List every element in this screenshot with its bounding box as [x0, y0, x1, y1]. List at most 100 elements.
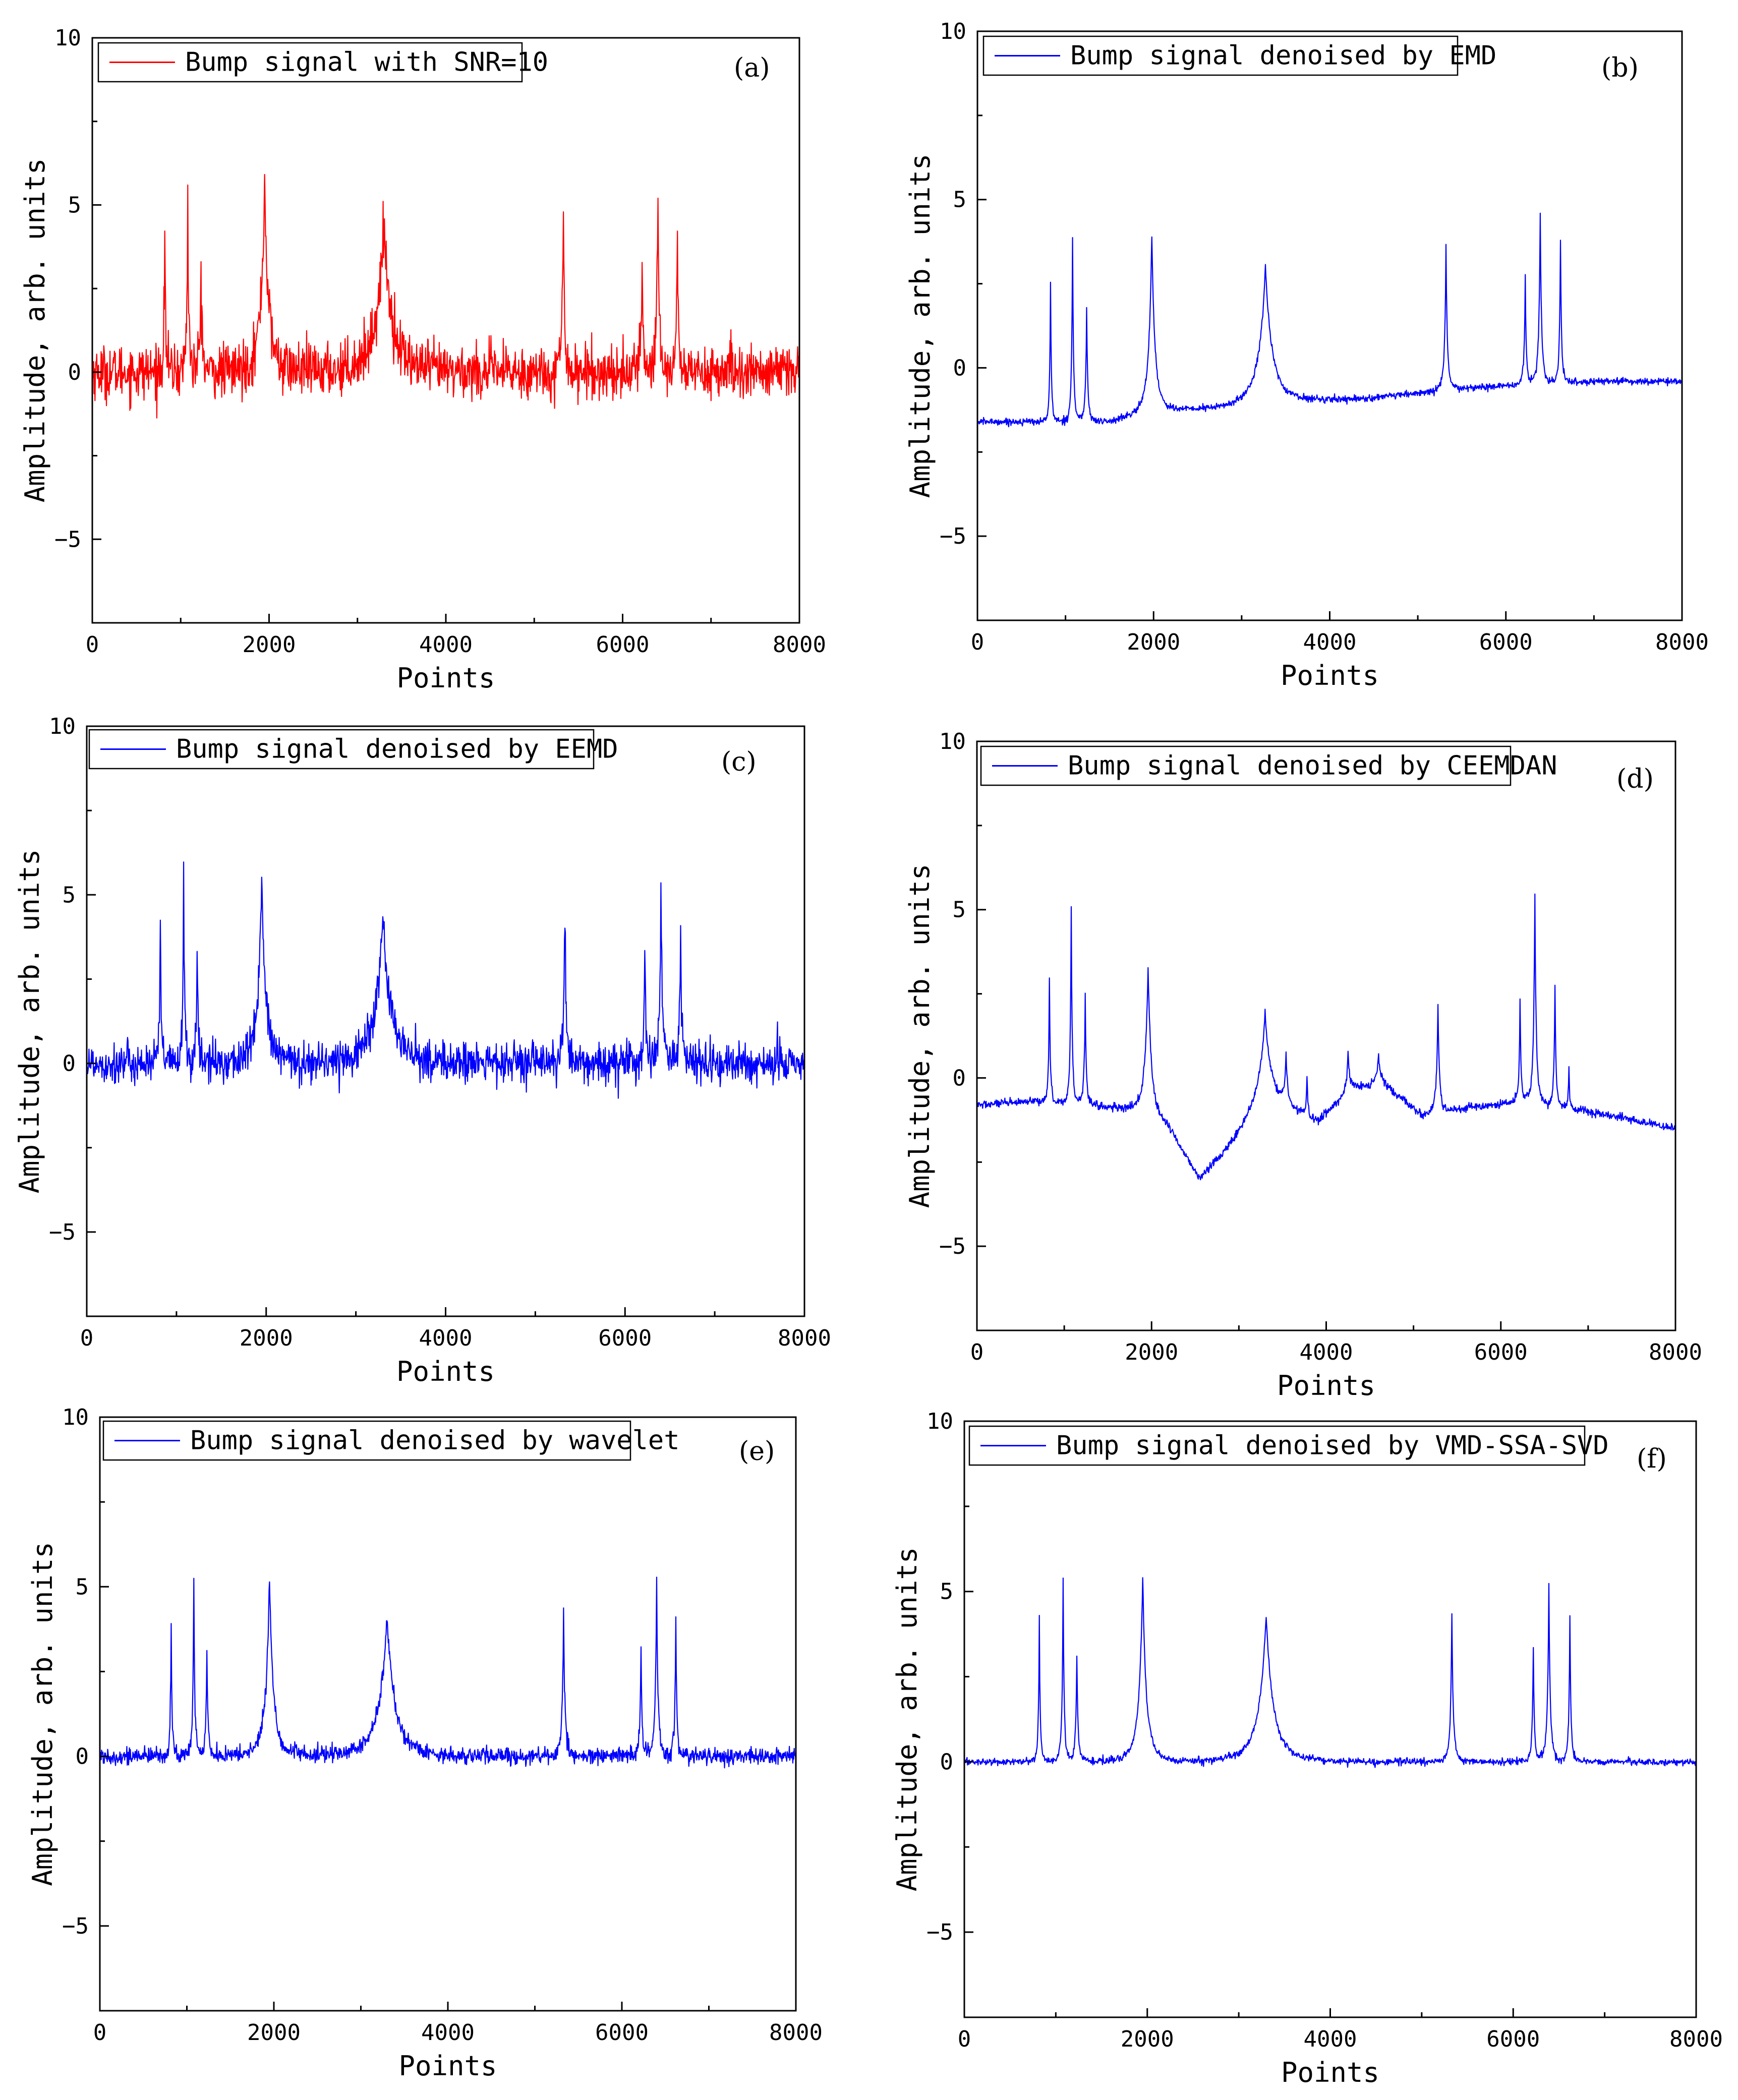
legend-box [982, 35, 1459, 76]
plot-frame [86, 725, 805, 1317]
x-tick-label: 0 [958, 2026, 971, 2052]
legend: Bump signal denoised by EMD [982, 35, 1496, 76]
panel-label: (d) [1616, 764, 1654, 794]
y-tick-label: −5 [54, 527, 81, 552]
signal-line [86, 861, 805, 1099]
x-tick-label: 8000 [773, 632, 826, 658]
y-tick-label: 0 [953, 1065, 966, 1091]
chart-panel-a: 0 2000 4000 6000 8000 −5 0 5 10 Points Amplitude, … [19, 25, 826, 694]
x-tick-label: 0 [971, 629, 984, 655]
y-tick-label: 0 [68, 360, 82, 385]
panel-label: (f) [1637, 1444, 1667, 1474]
panel-label: (a) [734, 53, 770, 83]
y-tick-label: 5 [68, 192, 82, 218]
y-tick-label: 10 [54, 25, 81, 51]
chart-panel-c: 0 2000 4000 6000 8000 −5 0 5 10 Points Amplitude, … [14, 714, 831, 1387]
chart-panel-f: 0 2000 4000 6000 8000 −5 0 5 10 Points Amplitude, … [891, 1409, 1723, 2088]
y-tick-label: −5 [62, 1913, 89, 1939]
legend-box [968, 1425, 1586, 1466]
x-tick-label: 4000 [421, 2020, 475, 2046]
y-tick-label: −5 [49, 1219, 76, 1245]
x-tick-label: 6000 [1479, 629, 1533, 655]
x-tick-label: 6000 [1486, 2026, 1540, 2052]
signal-line [99, 1577, 797, 1769]
y-tick-label: 0 [940, 1749, 954, 1775]
x-axis-title: Points [1281, 2057, 1379, 2088]
legend: Bump signal denoised by VMD-SSA-SVD [968, 1425, 1609, 1466]
x-axis-title: Points [1277, 1370, 1375, 1402]
legend-label: Bump signal denoised by CEEMDAN [1068, 751, 1557, 781]
x-tick-label: 8000 [769, 2020, 823, 2046]
x-tick-label: 2000 [247, 2020, 301, 2046]
x-tick-label: 4000 [1300, 1339, 1353, 1365]
chart-panel-d: 0 2000 4000 6000 8000 −5 0 5 10 Points Amplitude, … [904, 729, 1702, 1402]
x-tick-label: 2000 [1121, 2026, 1174, 2052]
x-tick-label: 6000 [595, 2020, 649, 2046]
y-tick-label: 0 [63, 1051, 76, 1077]
legend: Bump signal denoised by EEMD [88, 729, 618, 770]
y-tick-label: 0 [953, 355, 967, 381]
plot-frame [963, 1420, 1697, 2018]
x-tick-label: 0 [93, 2020, 107, 2046]
panel-label: (c) [721, 747, 757, 777]
y-tick-label: −5 [939, 1234, 966, 1259]
y-tick-label: −5 [940, 523, 966, 549]
plot-frame [976, 30, 1683, 621]
chart-panel-b: 0 2000 4000 6000 8000 −5 0 5 10 Points Amplitude, … [904, 19, 1709, 691]
legend-box [102, 1420, 631, 1461]
y-tick-label: 5 [76, 1574, 89, 1600]
x-tick-label: 8000 [1669, 2026, 1723, 2052]
y-tick-label: 10 [62, 1405, 89, 1430]
panel-label: (e) [739, 1436, 775, 1467]
y-tick-label: 5 [940, 1579, 954, 1605]
x-axis-title: Points [396, 1356, 495, 1387]
x-tick-label: 0 [80, 1325, 94, 1351]
x-tick-label: 0 [970, 1339, 984, 1365]
x-tick-label: 2000 [240, 1325, 293, 1351]
y-tick-label: 10 [49, 714, 76, 739]
y-tick-label: −5 [926, 1919, 953, 1945]
x-tick-label: 8000 [1649, 1339, 1702, 1365]
x-tick-label: 2000 [1127, 629, 1180, 655]
x-axis-title: Points [1281, 660, 1379, 691]
signal-line [963, 1577, 1697, 1768]
y-tick-label: 10 [926, 1409, 953, 1434]
x-tick-label: 6000 [596, 632, 650, 658]
legend-label: Bump signal denoised by VMD-SSA-SVD [1056, 1431, 1609, 1461]
legend-label: Bump signal denoised by wavelet [190, 1426, 680, 1456]
y-axis-title: Amplitude, arb. units [27, 1542, 59, 1886]
y-tick-label: 10 [939, 729, 966, 754]
x-tick-label: 4000 [1304, 2026, 1357, 2052]
legend-label: Bump signal with SNR=10 [185, 47, 548, 78]
x-tick-label: 0 [86, 632, 99, 658]
x-tick-label: 4000 [419, 632, 473, 658]
y-axis-title: Amplitude, arb. units [891, 1547, 923, 1892]
y-tick-label: 10 [940, 19, 966, 44]
x-tick-label: 2000 [1125, 1339, 1178, 1365]
y-tick-label: 0 [76, 1744, 89, 1770]
signal-line [91, 173, 800, 419]
legend-box [980, 745, 1512, 786]
x-tick-label: 2000 [243, 632, 296, 658]
legend-box [88, 729, 595, 770]
legend: Bump signal with SNR=10 [97, 42, 548, 83]
x-tick-label: 6000 [598, 1325, 652, 1351]
plot-frame [91, 37, 800, 624]
y-axis-title: Amplitude, arb. units [14, 849, 45, 1194]
signal-line [976, 893, 1676, 1181]
signal-line [976, 212, 1683, 428]
chart-panel-e: 0 2000 4000 6000 8000 −5 0 5 10 Points Amplitude, … [27, 1405, 823, 2082]
y-tick-label: 5 [953, 897, 966, 923]
x-axis-title: Points [396, 662, 495, 694]
x-axis-title: Points [398, 2050, 497, 2082]
y-axis-title: Amplitude, arb. units [904, 154, 936, 498]
x-tick-label: 4000 [419, 1325, 473, 1351]
y-tick-label: 5 [953, 187, 967, 213]
x-tick-label: 8000 [1655, 629, 1709, 655]
y-axis-title: Amplitude, arb. units [19, 158, 51, 503]
legend-label: Bump signal denoised by EMD [1070, 41, 1496, 71]
x-tick-label: 4000 [1303, 629, 1357, 655]
legend: Bump signal denoised by CEEMDAN [980, 745, 1557, 786]
legend-label: Bump signal denoised by EEMD [176, 734, 618, 765]
